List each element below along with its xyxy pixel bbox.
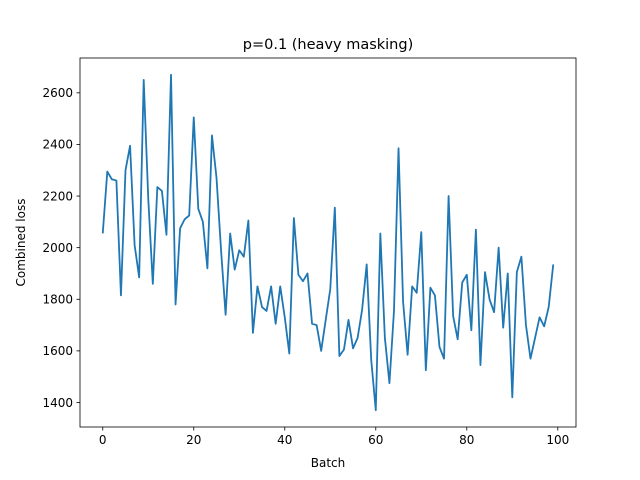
x-tick-label: 80: [459, 433, 474, 447]
chart-title: p=0.1 (heavy masking): [243, 37, 414, 53]
x-tick-label: 20: [186, 433, 201, 447]
y-tick-label: 2600: [42, 86, 73, 100]
y-axis-label: Combined loss: [14, 199, 28, 287]
y-tick-label: 2400: [42, 138, 73, 152]
x-tick-label: 0: [99, 433, 107, 447]
series-line: [101, 73, 555, 412]
y-tick-label: 1400: [42, 396, 73, 410]
x-axis: 0 20 40 60 80 100: [99, 427, 569, 447]
y-tick-label: 2000: [42, 241, 73, 255]
x-tick-label: 40: [277, 433, 292, 447]
plot-area-frame: [79, 57, 577, 428]
y-axis: 1400 1600 1800 2000 2200 2400 2600: [42, 86, 80, 410]
y-tick-label: 1800: [42, 293, 73, 307]
x-axis-label: Batch: [311, 456, 346, 470]
x-tick-label: 100: [546, 433, 569, 447]
x-tick-label: 60: [368, 433, 383, 447]
y-tick-label: 1600: [42, 344, 73, 358]
y-tick-label: 2200: [42, 189, 73, 203]
